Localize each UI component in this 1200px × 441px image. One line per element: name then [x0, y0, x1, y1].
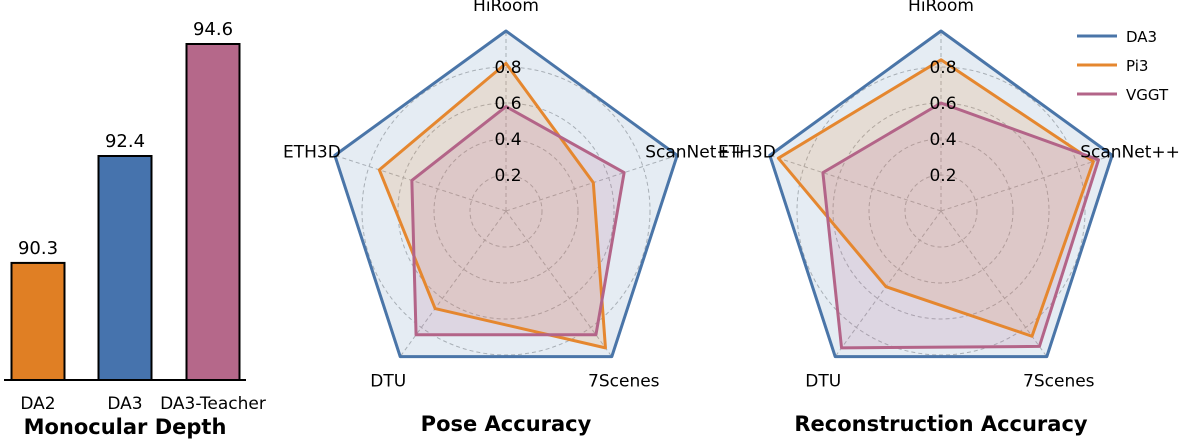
- grid-spoke: [334, 154, 507, 212]
- legend-label: Pi3: [1126, 57, 1148, 75]
- grid-circle: [361, 66, 651, 356]
- radar-chart-reconstruction: 0.2 0.4 0.6 0.8 HiRoom ScanNet++ 7Scenes DTU ETH…: [718, 0, 1180, 436]
- axis-label: 7Scenes: [1023, 372, 1095, 392]
- chart-title: Reconstruction Accuracy: [794, 412, 1088, 436]
- x-tick-label: DA3-Teacher: [160, 394, 266, 414]
- legend: DA3 Pi3 VGGT: [1077, 28, 1169, 104]
- bar-value-label: 94.6: [193, 19, 233, 40]
- bar-value-label: 90.3: [18, 238, 58, 259]
- x-tick-label: DA2: [20, 394, 55, 414]
- series-line-vggt: [821, 101, 1100, 350]
- axis-label: ETH3D: [283, 142, 341, 162]
- grid-spoke: [505, 210, 613, 357]
- grid-spoke: [834, 210, 942, 357]
- r-tick-label: 0.8: [494, 58, 521, 78]
- r-tick-label: 0.8: [929, 58, 956, 78]
- series-fill-vggt: [822, 103, 1099, 348]
- axis-label: DTU: [805, 372, 841, 392]
- series-fill-pi3: [379, 63, 606, 348]
- radar-chart-pose: 0.2 0.4 0.6 0.8 HiRoom ScanNet++ 7Scenes DTU ETH…: [283, 0, 745, 436]
- r-tick-label: 0.4: [929, 130, 956, 150]
- axis-label: HiRoom: [473, 0, 539, 16]
- axis-label: ScanNet++: [645, 142, 745, 162]
- r-tick-label: 0.6: [494, 94, 521, 114]
- bar-value-label: 92.4: [105, 131, 145, 152]
- grid-spoke: [399, 210, 507, 357]
- r-tick-label: 0.4: [494, 130, 521, 150]
- axis-label: DTU: [370, 372, 406, 392]
- legend-label: VGGT: [1126, 86, 1169, 104]
- series-line-da3: [768, 29, 1114, 359]
- axis-label: ETH3D: [718, 142, 776, 162]
- series-line-pi3: [377, 61, 607, 350]
- axis-label: HiRoom: [908, 0, 974, 16]
- axis-label: ScanNet++: [1080, 142, 1180, 162]
- axis-label: 7Scenes: [588, 372, 660, 392]
- bar-da3: [97, 155, 153, 381]
- bar-da2: [10, 261, 66, 381]
- x-tick-label: DA3: [107, 394, 142, 414]
- grid-spoke: [505, 154, 678, 212]
- chart-title: Monocular Depth: [24, 415, 227, 439]
- legend-label: DA3: [1126, 28, 1157, 46]
- bar-da3-teacher: [185, 43, 241, 381]
- r-tick-label: 0.6: [929, 94, 956, 114]
- series-fill-vggt: [411, 106, 625, 335]
- series-line-vggt: [410, 105, 626, 337]
- grid-circle: [796, 66, 1086, 356]
- grid-spoke: [940, 154, 1113, 212]
- grid-circle: [832, 102, 1050, 320]
- r-tick-label: 0.2: [929, 166, 956, 186]
- series-line-da3: [333, 29, 679, 359]
- grid-circle: [397, 102, 615, 320]
- grid-spoke: [940, 210, 1048, 357]
- series-line-pi3: [776, 58, 1095, 338]
- r-tick-label: 0.2: [494, 166, 521, 186]
- chart-title: Pose Accuracy: [421, 412, 592, 436]
- grid-spoke: [769, 154, 942, 212]
